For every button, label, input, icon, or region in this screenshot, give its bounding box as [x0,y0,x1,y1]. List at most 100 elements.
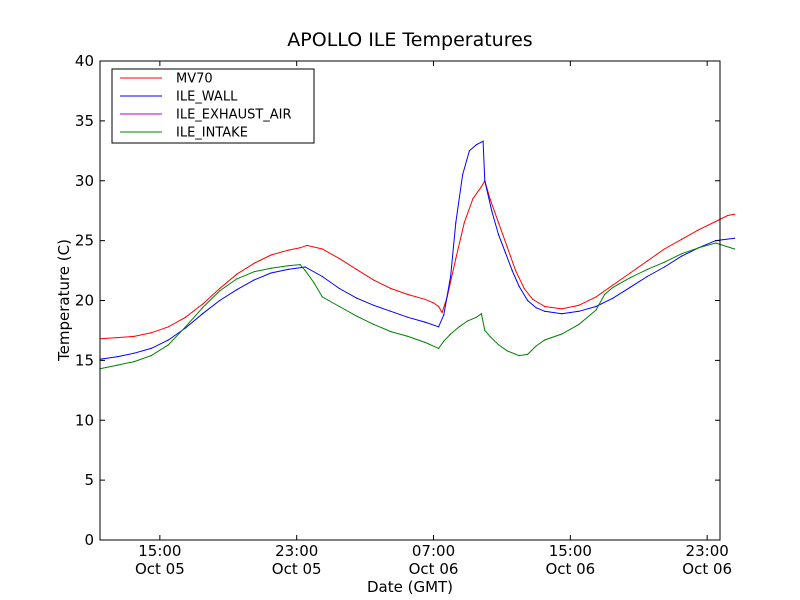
data-point-ile-wall [462,174,464,176]
data-point-mv70 [463,222,465,224]
data-point-mv70 [595,296,597,298]
data-point-ile-wall [150,347,152,349]
data-point-ile-intake [304,270,306,272]
data-point-ile-wall [407,316,409,318]
data-point-ile-wall [356,297,358,299]
y-tick-label: 35 [75,112,94,130]
data-point-mv70 [544,305,546,308]
x-tick-label-time: 15:00 [549,542,592,560]
data-point-ile-intake [467,320,469,322]
legend-label: ILE_EXHAUST_AIR [176,108,292,123]
data-point-ile-wall [561,313,563,315]
data-point-ile-intake [518,355,520,357]
y-tick-label: 40 [75,52,94,70]
data-point-ile-intake [443,340,445,342]
y-tick-label: 5 [84,471,94,489]
data-point-ile-wall [527,299,529,302]
data-point-ile-wall [544,310,546,312]
data-point-ile-intake [150,355,152,357]
data-point-ile-intake [253,271,255,273]
data-point-ile-wall [373,304,375,306]
data-point-ile-intake [715,242,717,244]
data-point-mv70 [561,308,563,310]
data-point-mv70 [489,198,491,200]
data-point-ile-wall [612,297,614,299]
data-point-ile-intake [733,248,736,250]
data-point-mv70 [184,316,187,318]
data-point-ile-wall [338,287,340,290]
data-point-ile-intake [489,335,491,337]
data-point-mv70 [338,258,340,260]
data-point-ile-intake [475,316,477,318]
data-point-mv70 [356,268,358,270]
data-point-mv70 [299,247,301,249]
data-point-ile-wall [287,268,289,270]
data-point-mv70 [733,213,736,215]
data-point-ile-wall [253,279,255,281]
data-point-ile-intake [219,290,221,292]
data-point-ile-intake [604,293,606,296]
legend-label: ILE_INTAKE [176,126,248,141]
data-point-ile-intake [338,305,340,308]
y-tick-label: 30 [75,172,94,190]
data-point-mv70 [532,298,534,300]
data-point-ile-wall [270,272,272,274]
data-point-ile-intake [236,278,238,280]
data-point-mv70 [202,303,204,305]
data-point-ile-intake [506,350,508,352]
data-point-ile-wall [202,313,204,315]
data-point-ile-intake [450,333,452,335]
data-point-mv70 [480,186,482,188]
data-point-ile-intake [313,281,315,284]
legend-label: ILE_WALL [176,90,238,105]
data-point-mv70 [133,335,135,337]
data-point-ile-wall [680,255,683,257]
data-point-mv70 [515,270,517,272]
data-point-mv70 [270,254,272,256]
data-point-ile-intake [544,339,546,341]
data-point-mv70 [432,302,435,304]
y-tick-label: 15 [75,351,94,369]
data-point-ile-intake [438,347,440,349]
data-point-ile-intake [698,247,700,249]
y-axis: 0 5 10 15 20 25 30 35 40 [75,52,720,549]
data-point-ile-intake [167,344,169,346]
data-point-ile-intake [116,364,118,366]
data-point-mv70 [506,246,508,248]
data-point-mv70 [287,249,289,251]
data-point-ile-wall [133,352,135,354]
data-point-ile-intake [497,344,500,346]
data-point-ile-wall [504,252,506,254]
data-point-mv70 [727,214,729,217]
data-point-ile-wall [475,144,477,146]
y-tick-label: 20 [75,292,94,310]
data-point-ile-wall [424,321,426,323]
data-point-mv70 [424,298,426,300]
data-point-ile-wall [390,310,392,312]
data-point-mv70 [523,287,525,290]
data-point-ile-wall [595,305,597,308]
data-point-ile-intake [407,335,409,337]
data-point-ile-wall [455,222,457,224]
y-tick-label: 10 [75,411,94,429]
data-point-mv70 [407,293,409,296]
x-tick-label-date: Oct 05 [272,560,322,578]
data-point-mv70 [253,262,255,264]
data-point-ile-intake [535,345,537,347]
data-point-mv70 [438,305,440,308]
data-point-ile-wall [450,275,452,278]
x-tick-label-date: Oct 05 [135,560,185,578]
data-point-ile-intake [561,333,563,335]
data-point-mv70 [236,273,238,275]
data-point-ile-intake [527,353,529,355]
data-point-ile-intake [424,341,426,343]
data-point-mv70 [116,337,118,339]
data-point-mv70 [219,287,221,290]
data-point-ile-wall [497,234,500,236]
legend: MV70 ILE_WALL ILE_EXHAUST_AIR ILE_INTAKE [111,68,315,144]
data-point-ile-wall [438,326,440,328]
x-tick-label-date: Oct 06 [545,560,595,578]
data-point-ile-wall [468,150,470,152]
